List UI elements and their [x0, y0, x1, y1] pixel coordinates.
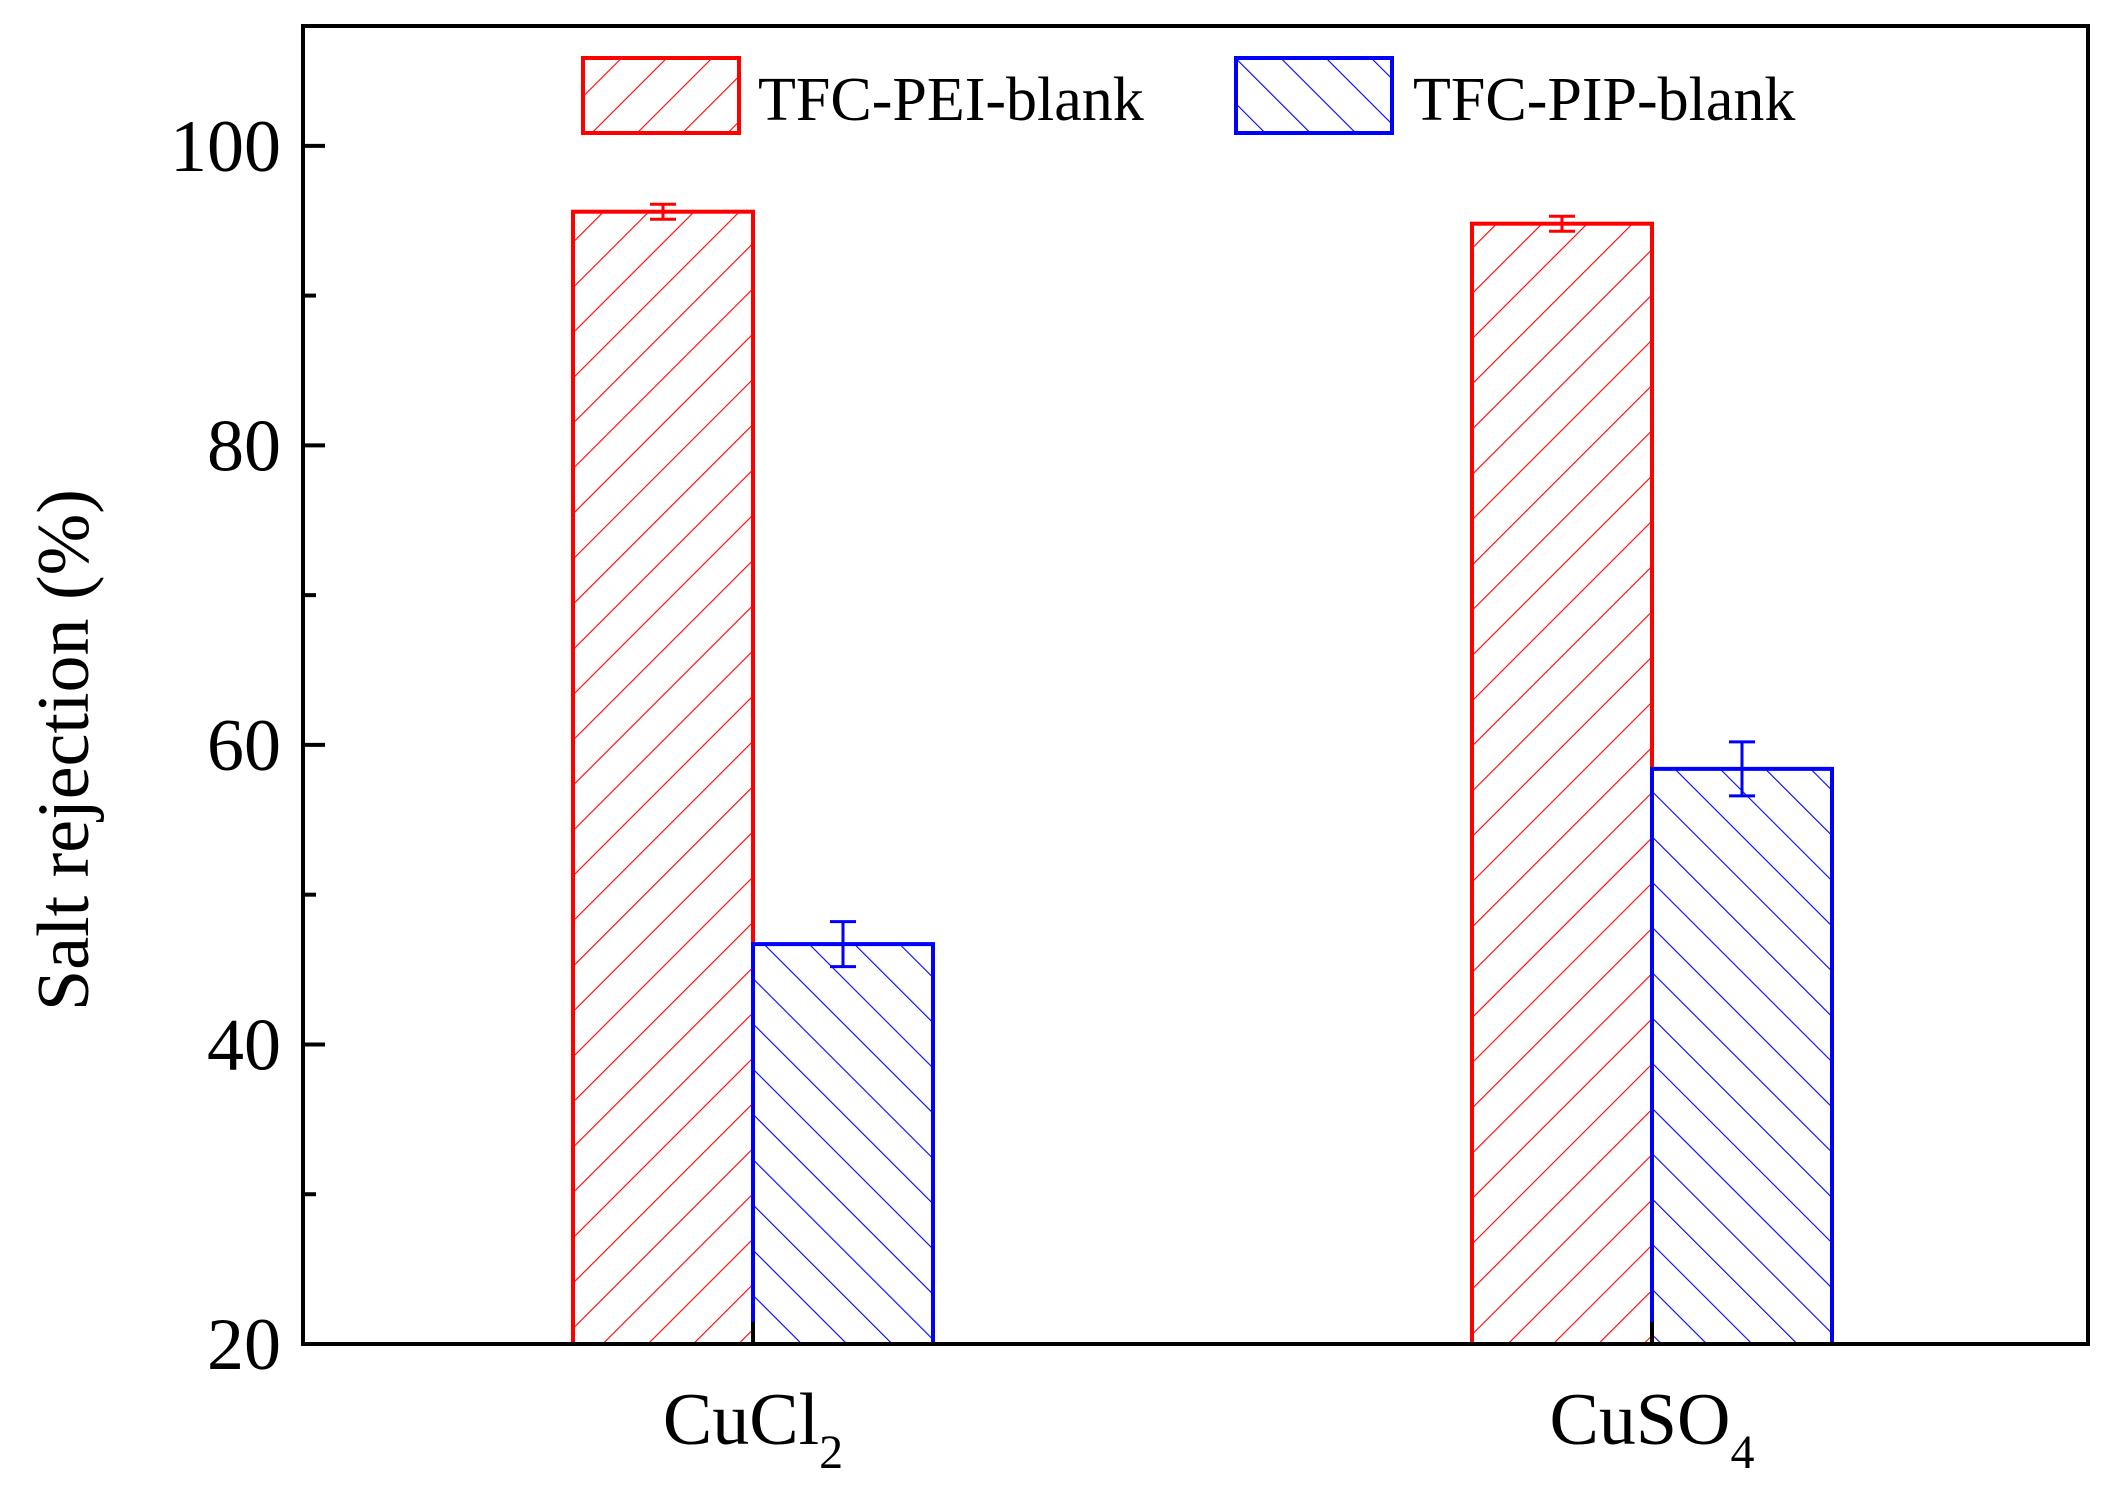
y-tick-label: 40: [207, 1004, 281, 1086]
x-tick-label-base: CuCl: [663, 1379, 819, 1461]
bar-tfc-pei-blank-0: [571, 209, 755, 1347]
legend-label-tfc-pip-blank: TFC-PIP-blank: [1413, 66, 1795, 134]
plot-frame: [301, 24, 2090, 1346]
bar-tfc-pip-blank-1: [1650, 766, 1834, 1346]
y-tick-label: 80: [207, 405, 281, 487]
bars-group: [571, 209, 1834, 1347]
x-tick-label-subscript: 2: [819, 1426, 843, 1479]
legend: TFC-PEI-blank TFC-PIP-blank: [581, 56, 1795, 135]
x-tick-label-subscript: 4: [1730, 1426, 1754, 1479]
legend-swatch-tfc-pip-blank: [1234, 56, 1394, 135]
legend-swatch-tfc-pei-blank: [581, 56, 741, 135]
bar-tfc-pei-blank-1: [1470, 221, 1654, 1347]
bar-tfc-pip-blank-0: [751, 942, 935, 1346]
y-tick-label: 20: [207, 1304, 281, 1386]
error-bars-group: [650, 202, 1755, 969]
x-tick-label: CuCl2: [663, 1379, 843, 1479]
y-tick-label: 60: [207, 705, 281, 787]
y-tick-label: 100: [170, 106, 281, 188]
x-tick-label: CuSO4: [1550, 1379, 1755, 1479]
legend-label-tfc-pei-blank: TFC-PEI-blank: [758, 66, 1144, 134]
x-axis: CuCl2 CuSO4: [663, 1322, 1755, 1479]
x-tick-label-base: CuSO: [1550, 1379, 1731, 1461]
y-axis-title: Salt rejection (%): [23, 489, 105, 1011]
